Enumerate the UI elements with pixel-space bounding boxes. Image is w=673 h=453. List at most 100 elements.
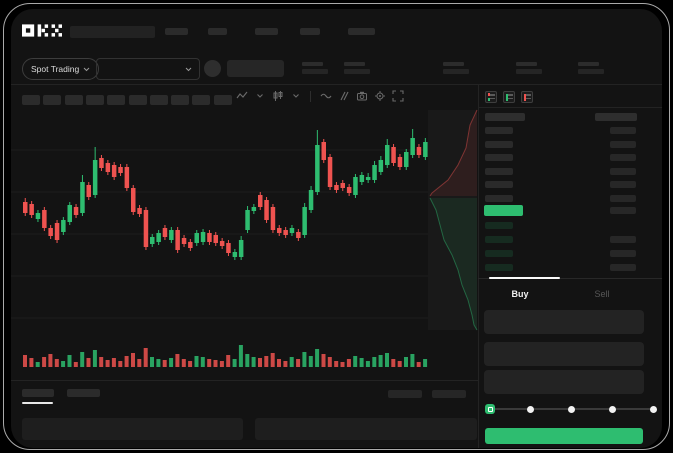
orders-row-placeholder (255, 418, 477, 440)
last-price-highlight (484, 205, 523, 216)
ask-price-placeholder (485, 127, 513, 134)
bid-row[interactable] (478, 236, 662, 244)
timeframe-chip[interactable] (43, 95, 62, 105)
tab-sell[interactable]: Sell (594, 289, 610, 299)
ask-price-placeholder (485, 154, 513, 161)
ask-amount-placeholder (610, 194, 636, 202)
timeframe-chip[interactable] (149, 95, 168, 105)
book-icon-line (490, 94, 495, 96)
depth-sidebar (428, 109, 478, 331)
slider-stop-dot[interactable] (568, 405, 575, 413)
stat-value-placeholder (302, 69, 328, 74)
slider-handle-inner (487, 406, 493, 412)
last-price-row[interactable] (478, 205, 662, 217)
pair-avatar (204, 60, 221, 77)
ask-row[interactable] (478, 140, 662, 149)
timeframe-chip[interactable] (128, 95, 147, 105)
ask-row[interactable] (478, 194, 662, 203)
book-asks-icon[interactable] (521, 91, 533, 103)
volume-series (23, 345, 428, 367)
stat-label-placeholder (443, 62, 464, 66)
book-icon-mark (487, 98, 490, 101)
ask-row[interactable] (478, 181, 662, 189)
nav-item-placeholder[interactable] (208, 28, 227, 35)
candlestick-series (23, 129, 428, 260)
timeframe-chip[interactable] (213, 95, 232, 105)
drawing-line-icon[interactable] (235, 90, 248, 102)
order-book-panel: Buy Sell (478, 84, 662, 448)
indicator-wave-icon[interactable] (319, 90, 332, 102)
book-both-icon[interactable] (485, 91, 497, 103)
stat-group (516, 62, 542, 74)
orders-action-placeholder[interactable] (432, 390, 466, 398)
stat-group (443, 62, 469, 74)
ask-row[interactable] (478, 154, 662, 162)
timeframe-chip[interactable] (22, 95, 40, 105)
timeframe-chip[interactable] (192, 95, 211, 105)
stat-label-placeholder (578, 62, 599, 66)
candle-type-icon[interactable] (271, 90, 284, 102)
nav-item-placeholder[interactable] (300, 28, 320, 35)
compare-icon[interactable] (337, 90, 350, 102)
separator (307, 90, 314, 102)
bottom-panel-divider (11, 380, 478, 381)
timeframe-chip[interactable] (64, 95, 83, 105)
slider-stop-dot[interactable] (649, 405, 657, 413)
stat-label-placeholder (344, 62, 365, 66)
book-icon-line (526, 94, 531, 96)
pair-dropdown[interactable] (96, 58, 200, 80)
app-screen: Spot Trading Buy Sell (11, 9, 662, 448)
tab-buy[interactable]: Buy (511, 289, 529, 299)
ask-row[interactable] (478, 167, 662, 176)
nav-item-placeholder[interactable] (165, 28, 188, 35)
timeframe-chip[interactable] (107, 95, 126, 105)
chevron-down-icon[interactable] (253, 90, 266, 102)
submit-order-button[interactable] (485, 428, 643, 444)
settings-gear-icon[interactable] (373, 90, 386, 102)
order-input-placeholder[interactable] (484, 370, 644, 394)
gridlines (11, 149, 467, 319)
slider-stop-dot[interactable] (527, 405, 535, 413)
bid-row[interactable] (478, 250, 662, 258)
order-book-header-amount (595, 113, 637, 121)
stat-value-placeholder (443, 69, 469, 74)
last-amount-placeholder (610, 207, 636, 214)
orders-action-placeholder[interactable] (388, 390, 422, 398)
nav-item-placeholder[interactable] (255, 28, 278, 35)
market-type-selector[interactable]: Spot Trading (22, 58, 100, 80)
order-book-divider (478, 107, 662, 108)
bid-row[interactable] (478, 222, 662, 230)
nav-item-placeholder[interactable] (348, 28, 375, 35)
orders-tab-placeholder[interactable] (67, 389, 100, 397)
bid-price-placeholder (485, 222, 513, 229)
stat-label-placeholder (302, 62, 323, 66)
okx-logo[interactable] (22, 24, 62, 37)
bid-row[interactable] (478, 264, 662, 272)
book-icon-line (526, 97, 531, 99)
book-icon-line (508, 97, 513, 99)
book-bids-icon[interactable] (503, 91, 515, 103)
chevron-down-icon[interactable] (289, 90, 302, 102)
ask-row[interactable] (478, 127, 662, 135)
timeframe-chip[interactable] (171, 95, 190, 105)
stat-value-placeholder (516, 69, 542, 74)
chart-tools (235, 90, 404, 102)
timeframe-chip[interactable] (85, 95, 104, 105)
ask-amount-placeholder (610, 181, 636, 188)
slider-stop-dot[interactable] (608, 405, 616, 413)
stat-value-placeholder (344, 69, 370, 74)
book-icon-line (508, 94, 513, 96)
orders-row-placeholder (22, 418, 243, 440)
ask-price-placeholder (485, 167, 513, 175)
chevron-down-icon (83, 67, 90, 71)
price-chart[interactable] (11, 109, 478, 374)
slider-handle[interactable] (485, 404, 495, 414)
camera-icon[interactable] (355, 90, 368, 102)
bid-price-placeholder (485, 236, 513, 243)
logo-title-placeholder (70, 26, 155, 38)
orders-tab-placeholder[interactable] (22, 389, 54, 397)
order-input-placeholder[interactable] (484, 342, 644, 366)
book-icon-line (490, 97, 495, 99)
fullscreen-icon[interactable] (391, 90, 404, 102)
order-input-placeholder[interactable] (484, 310, 644, 334)
